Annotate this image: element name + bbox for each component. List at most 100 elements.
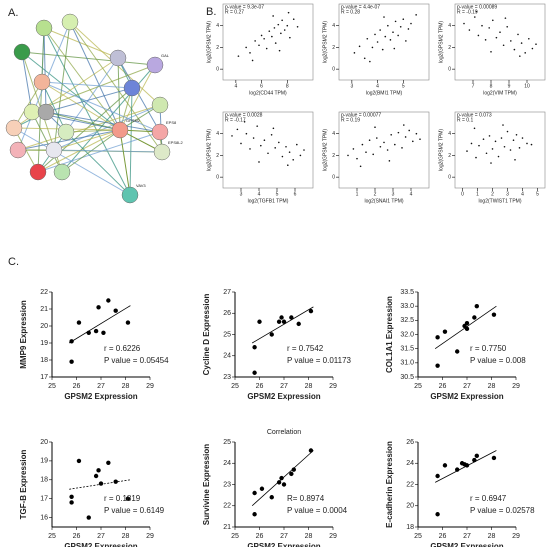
annotation: P value = 0.02578 <box>470 506 535 515</box>
edge <box>43 27 131 196</box>
scatter-panel: 7 8 9 10 0 2 4 log2(VIM TPM) log2(GPSM2 TPM) p-va… <box>438 3 546 96</box>
point <box>371 46 374 49</box>
point <box>410 22 412 25</box>
y-axis-label: log2(GPSM2 TPM) <box>206 21 212 63</box>
point <box>363 57 366 60</box>
point <box>407 28 410 30</box>
point <box>405 40 407 42</box>
y-tick-label: 0 <box>216 174 219 180</box>
annotation: R = 0.27 <box>225 9 244 15</box>
point <box>268 30 271 32</box>
x-tick-label: 26 <box>256 383 264 390</box>
regression-line <box>251 306 314 344</box>
y-tick-label: 0 <box>448 174 451 180</box>
point <box>521 137 524 139</box>
point <box>485 152 488 155</box>
point <box>497 155 500 158</box>
y-tick-label: 2 <box>216 45 219 51</box>
point <box>270 134 273 136</box>
node <box>9 141 27 159</box>
x-tick-label: 27 <box>463 383 471 390</box>
node-label: GPSM2 <box>126 118 141 123</box>
point <box>366 37 369 40</box>
x-axis-label: GPSM2 Expression <box>64 542 137 547</box>
x-tick-label: 10 <box>524 83 530 89</box>
point <box>269 495 274 500</box>
annotation: R = 0.1 <box>457 117 473 123</box>
x-tick-label: 28 <box>122 383 130 390</box>
point <box>272 127 275 130</box>
scatter-panel: 4 6 8 0 2 4 log2(CD44 TPM) log2(GPSM2 TPM) p-val… <box>206 3 314 96</box>
point <box>276 480 282 485</box>
point <box>240 142 242 145</box>
point <box>254 40 256 42</box>
point <box>435 473 440 479</box>
point <box>359 165 362 168</box>
point <box>289 471 294 477</box>
x-tick-label: 29 <box>146 383 154 390</box>
node-label: VAV3 <box>136 183 146 188</box>
x-tick-label: 3 <box>506 191 509 197</box>
y-tick-label: 20 <box>40 323 48 330</box>
point <box>474 303 479 309</box>
point <box>394 20 397 23</box>
point <box>401 147 403 149</box>
point <box>381 48 384 51</box>
x-tick-label: 26 <box>439 533 447 540</box>
x-tick-label: 6 <box>260 83 263 89</box>
x-tick-label: 25 <box>231 533 239 540</box>
point <box>397 131 400 134</box>
point <box>265 47 268 50</box>
point <box>252 370 257 375</box>
plot-frame <box>454 3 546 81</box>
point <box>488 135 491 137</box>
point <box>280 32 282 35</box>
point <box>251 59 254 62</box>
y-tick-label: 21 <box>223 524 231 531</box>
x-tick-label: 25 <box>231 383 239 390</box>
y-tick-label: 33.5 <box>400 289 414 296</box>
point <box>281 319 287 324</box>
point <box>387 24 389 27</box>
point <box>374 126 376 128</box>
scatter-panel: 1 2 3 4 0 2 4 log2(SNAI1 TPM) log2(GPSM2 TPM) p-v… <box>322 111 430 204</box>
point <box>463 22 465 25</box>
y-tick-label: 32.5 <box>400 317 414 324</box>
annotation: P value = 0.6149 <box>104 506 165 515</box>
correlation-panel: 25 26 27 28 29 18 20 22 24 26 GPSM2 Expression E-ca… <box>385 439 535 547</box>
point <box>291 467 296 472</box>
point <box>383 16 385 18</box>
y-tick-label: 18 <box>406 524 414 531</box>
annotation: r = 0.1819 <box>104 494 141 503</box>
point <box>491 312 497 317</box>
point <box>490 162 492 164</box>
point <box>276 319 282 324</box>
node <box>151 123 169 141</box>
point <box>279 315 284 320</box>
point <box>491 148 494 150</box>
node <box>5 119 23 137</box>
x-tick-label: 8 <box>286 83 289 89</box>
y-axis-label: Cycline D Expression <box>202 293 211 375</box>
point <box>524 52 526 54</box>
x-tick-label: 5 <box>536 191 539 197</box>
x-tick-label: 4 <box>410 191 413 197</box>
point <box>269 332 274 337</box>
x-axis-label: GPSM2 Expression <box>430 542 503 547</box>
point <box>386 149 389 151</box>
edge <box>21 51 33 113</box>
point <box>376 137 378 139</box>
node <box>61 13 79 31</box>
point <box>243 120 246 123</box>
annotation: r = 0.6947 <box>470 494 507 503</box>
point <box>283 29 286 31</box>
x-tick-label: 27 <box>97 533 105 540</box>
node <box>151 96 169 114</box>
y-tick-label: 17 <box>40 374 48 381</box>
edge <box>41 81 133 89</box>
point <box>287 164 289 166</box>
point <box>503 145 506 148</box>
x-tick-label: 25 <box>414 383 422 390</box>
y-tick-label: 2 <box>448 153 451 159</box>
y-axis-label: Survivine Expression <box>202 444 211 525</box>
